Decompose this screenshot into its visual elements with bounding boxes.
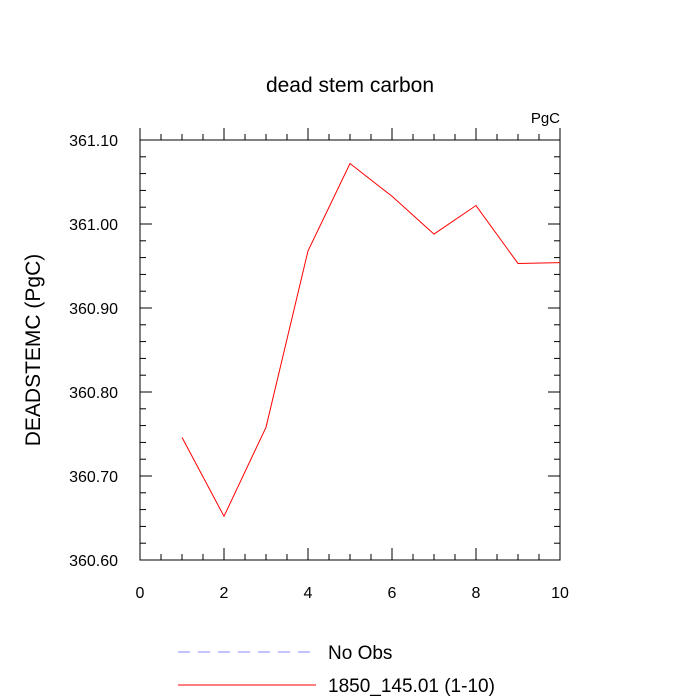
y-axis-label: DEADSTEMC (PgC) — [22, 254, 45, 447]
legend: No Obs 1850_145.01 (1-10) — [178, 643, 495, 697]
plot-frame — [139, 139, 561, 561]
y-tick-label: 361.00 — [69, 217, 118, 234]
units-label: PgC — [531, 110, 560, 127]
y-tick-label: 361.10 — [69, 133, 118, 150]
y-tick-label: 360.80 — [69, 385, 118, 402]
legend-label-no-obs: No Obs — [328, 643, 392, 664]
x-tick-label: 4 — [304, 585, 313, 602]
legend-label-run: 1850_145.01 (1-10) — [328, 676, 495, 697]
y-tick-label: 360.60 — [69, 553, 118, 570]
x-tick-label: 10 — [551, 585, 569, 602]
series-group — [181, 162, 561, 518]
x-tick-label: 8 — [472, 585, 481, 602]
x-tick-label: 2 — [220, 585, 229, 602]
series-line — [181, 162, 561, 518]
y-tick-label: 360.70 — [69, 469, 118, 486]
axis-ticks — [139, 128, 561, 561]
y-tick-labels: 361.10 361.00 360.90 360.80 360.70 360.60 — [69, 133, 118, 570]
x-tick-labels: 0 2 4 6 8 10 — [136, 585, 569, 602]
x-tick-label: 0 — [136, 585, 145, 602]
x-tick-label: 6 — [388, 585, 397, 602]
y-tick-label: 360.90 — [69, 301, 118, 318]
chart-title: dead stem carbon — [266, 74, 434, 97]
